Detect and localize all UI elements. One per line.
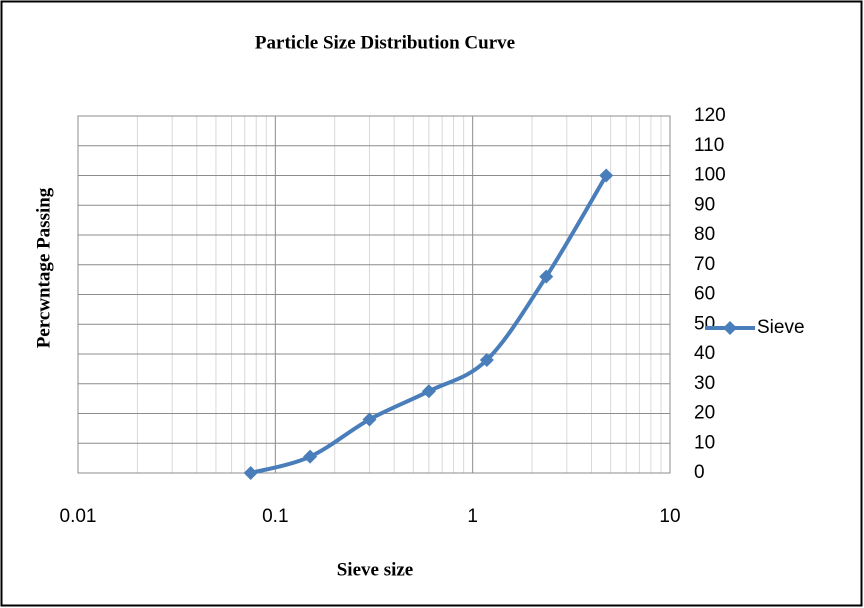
y-tick-label: 120 [694,105,726,126]
point [421,384,436,399]
point [362,412,377,427]
y-tick-label: 0 [694,462,705,483]
y-tick-label: 10 [694,432,715,453]
x-axis-label: Sieve size [337,559,414,580]
y-tick-label: 80 [694,224,715,245]
y-tick-label: 100 [694,165,726,186]
x-tick-label: 10 [659,506,680,527]
y-tick-label: 90 [694,194,715,215]
y-tick-label: 20 [694,403,715,424]
x-tick-label: 0.1 [262,506,288,527]
point [479,352,494,367]
x-tick-label: 1 [467,506,478,527]
y-tick-label: 60 [694,284,715,305]
point [243,466,258,480]
y-axis-label: Percwntage Passing [33,187,54,348]
plot-frame [77,115,671,474]
y-tick-label: 70 [694,254,715,275]
legend-label: Sieve [757,317,805,338]
legend-marker [723,321,737,335]
y-tick-label: 40 [694,343,715,364]
point [303,449,318,464]
y-tick-label: 30 [694,373,715,394]
chart-title: Particle Size Distribution Curve [255,32,515,53]
x-tick-label: 0.01 [60,506,97,527]
point [539,269,554,284]
y-tick-label: 110 [694,135,724,156]
y-tick-label: 50 [694,313,715,334]
point [599,168,614,183]
